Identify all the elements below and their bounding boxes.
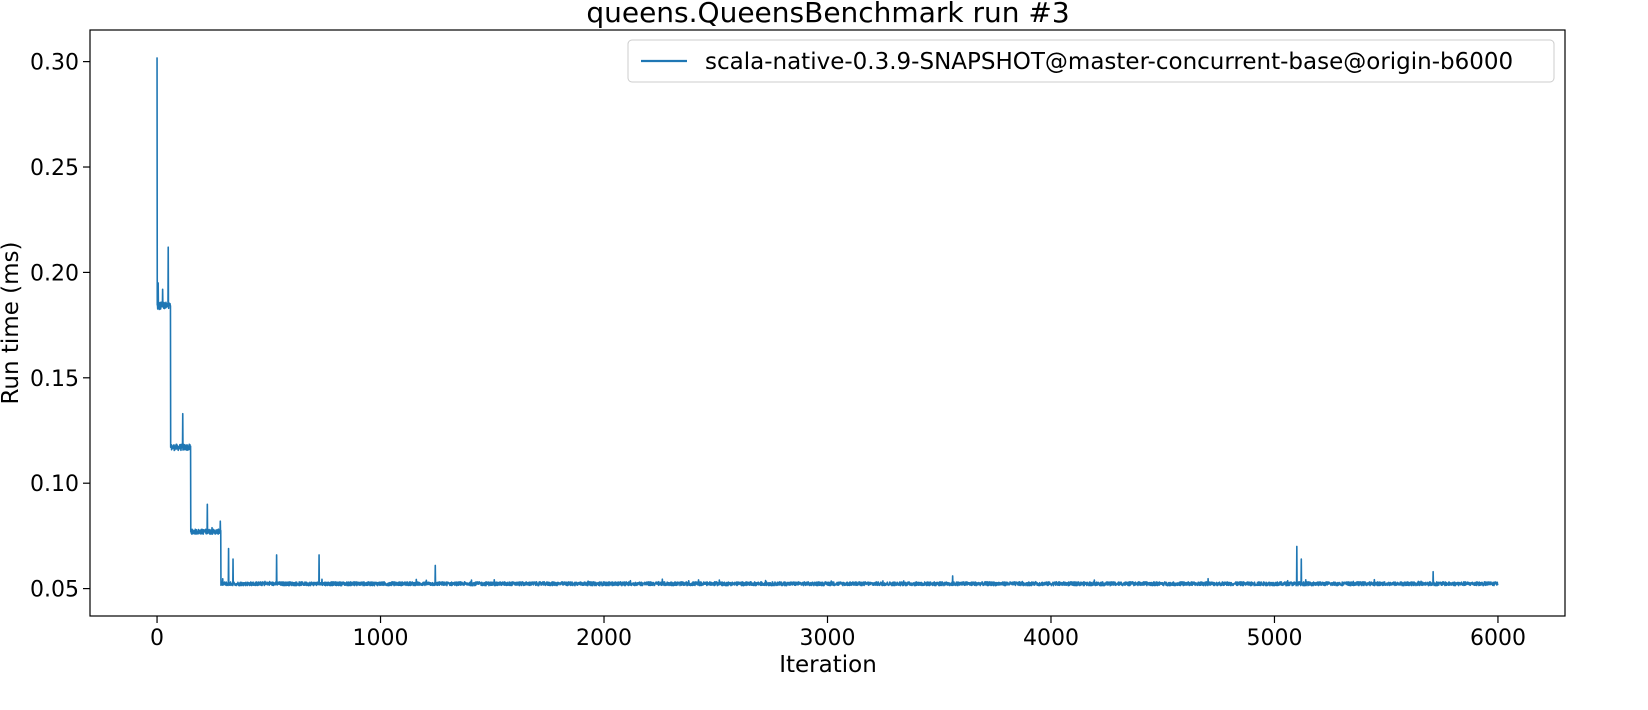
series-line bbox=[156, 57, 1499, 587]
x-tick-label: 5000 bbox=[1246, 626, 1302, 651]
series-layer bbox=[156, 57, 1499, 587]
x-tick-label: 1000 bbox=[353, 626, 409, 651]
y-tick-label: 0.05 bbox=[30, 578, 79, 603]
legend-box bbox=[627, 39, 1555, 83]
legend: scala-native-0.3.9-SNAPSHOT@master-concu… bbox=[627, 39, 1555, 83]
plot-area-frame bbox=[89, 29, 1566, 617]
x-axis-label: Iteration bbox=[779, 652, 877, 678]
legend-entry-label: scala-native-0.3.9-SNAPSHOT@master-concu… bbox=[705, 49, 1513, 75]
y-axis-label: Run time (ms) bbox=[0, 241, 24, 404]
x-tick-label: 6000 bbox=[1470, 626, 1526, 651]
y-axis-ticks: 0.05 0.10 0.15 0.20 0.25 0.30 bbox=[30, 51, 90, 603]
y-tick-label: 0.20 bbox=[30, 261, 79, 286]
x-axis-ticks: 0 1000 2000 3000 4000 5000 6000 bbox=[150, 616, 1526, 651]
x-tick-label: 4000 bbox=[1023, 626, 1079, 651]
y-tick-label: 0.25 bbox=[30, 156, 79, 181]
x-tick-label: 3000 bbox=[800, 626, 856, 651]
x-tick-label: 2000 bbox=[576, 626, 632, 651]
y-tick-label: 0.10 bbox=[30, 472, 79, 497]
y-tick-label: 0.30 bbox=[30, 51, 79, 76]
chart-title: queens.QueensBenchmark run #3 bbox=[586, 0, 1069, 29]
y-tick-label: 0.15 bbox=[30, 367, 79, 392]
x-tick-label: 0 bbox=[150, 626, 164, 651]
